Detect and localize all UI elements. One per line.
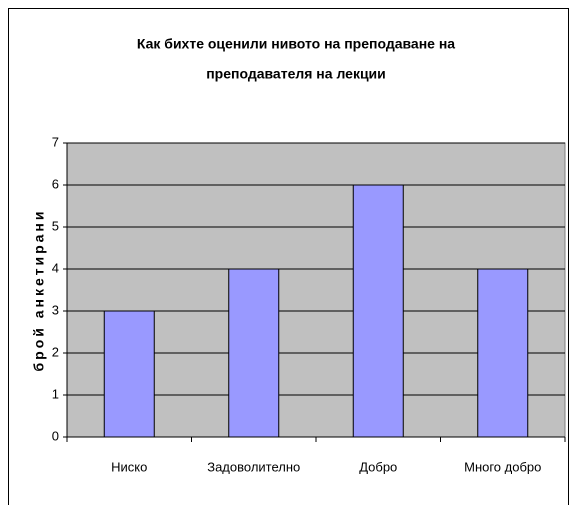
bar xyxy=(352,184,404,438)
y-tick-label: 1 xyxy=(52,386,59,401)
bar xyxy=(228,268,280,438)
y-tick-label: 7 xyxy=(52,134,59,149)
x-tick-label: Ниско xyxy=(111,459,147,474)
chart-title: преподавателя на лекции xyxy=(206,66,386,82)
y-tick-label: 4 xyxy=(52,260,59,275)
y-tick-label: 2 xyxy=(52,344,59,359)
y-tick-label: 6 xyxy=(52,176,59,191)
y-tick-label: 5 xyxy=(52,218,59,233)
bar xyxy=(103,310,155,438)
chart-title: Как бихте оценили нивото на преподаване … xyxy=(137,36,455,52)
x-tick-label: Много добро xyxy=(464,459,541,474)
bar xyxy=(477,268,529,438)
x-tick-label: Задоволително xyxy=(207,459,300,474)
y-axis-label: брой анкетирани xyxy=(31,209,47,372)
y-tick-label: 0 xyxy=(52,428,59,443)
x-tick-label: Добро xyxy=(359,459,397,474)
y-tick-label: 3 xyxy=(52,302,59,317)
